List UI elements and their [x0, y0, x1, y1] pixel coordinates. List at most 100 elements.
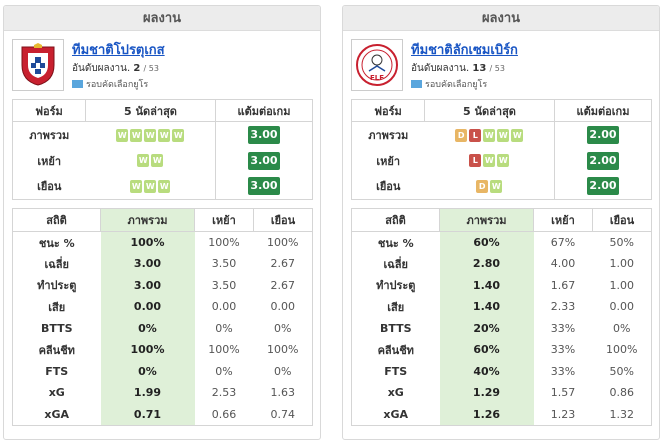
away-header: เยือน — [253, 208, 313, 232]
team-logo[interactable]: FLF — [351, 39, 403, 91]
form-row-label: เยือน — [37, 180, 62, 194]
ppg-header: แต้มต่อเกม — [554, 99, 652, 122]
stat-away: 0% — [613, 321, 631, 335]
rank-value: 2 — [133, 63, 141, 74]
stats-table: สถิติ ภาพรวม เหย้า เยือน ชนะ % 60% 67% 50% … — [351, 208, 652, 426]
stats-row: คลีนชีท 100% 100% 100% — [13, 339, 313, 361]
stat-away: 1.00 — [609, 278, 635, 292]
stat-home: 3.50 — [211, 278, 237, 292]
stat-away: 1.63 — [270, 386, 296, 400]
draw-badge[interactable]: D — [476, 180, 489, 193]
team-rank: อันดับผลงาน. 2 / 53 — [72, 61, 159, 76]
team-name-link[interactable]: ทีมชาติโปรตุเกส — [72, 43, 165, 58]
ppg-badge: 2.00 — [587, 151, 619, 170]
stat-overall: 1.99 — [100, 382, 195, 404]
overall-header: ภาพรวม — [100, 208, 195, 232]
stats-row: xGA 0.71 0.66 0.74 — [13, 403, 313, 425]
form-row-label: เยือน — [376, 180, 401, 194]
stat-label: xGA — [383, 407, 409, 421]
draw-badge[interactable]: D — [455, 128, 468, 142]
stats-row: ชนะ % 60% 67% 50% — [352, 231, 652, 253]
win-badge[interactable]: W — [490, 180, 503, 193]
loss-badge[interactable]: L — [469, 154, 482, 168]
stats-row: คลีนชีท 60% 33% 100% — [352, 339, 652, 361]
stat-label: เฉลี่ย — [44, 257, 69, 271]
home-header: เหย้า — [533, 208, 593, 232]
ppg-badge: 3.00 — [248, 177, 280, 196]
stats-row: xGA 1.26 1.23 1.32 — [352, 403, 652, 425]
stat-home: 2.53 — [211, 386, 237, 400]
win-badge[interactable]: W — [144, 128, 157, 142]
rank-total: / 53 — [489, 64, 505, 73]
team-name-link[interactable]: ทีมชาติลักเซมเบิร์ก — [411, 43, 518, 58]
form-row-label: ภาพรวม — [29, 128, 70, 142]
team-logo[interactable] — [12, 39, 64, 91]
stat-away: 2.67 — [270, 257, 296, 271]
form-row-label: ภาพรวม — [368, 128, 409, 142]
win-badge[interactable]: W — [483, 154, 496, 168]
stat-label: FTS — [45, 364, 69, 378]
stat-overall: 60% — [439, 339, 534, 361]
stats-table: สถิติ ภาพรวม เหย้า เยือน ชนะ % 100% 100% 10… — [12, 208, 313, 426]
competition: รอบคัดเลือกยูโร — [72, 77, 148, 91]
competition-label: รอบคัดเลือกยูโร — [86, 80, 149, 90]
stat-home: 0% — [215, 364, 233, 378]
ppg-header: แต้มต่อเกม — [215, 99, 313, 122]
away-header: เยือน — [592, 208, 652, 232]
stats-row: เสีย 1.40 2.33 0.00 — [352, 296, 652, 318]
win-badge[interactable]: W — [116, 128, 129, 142]
competition-flag-icon — [72, 80, 83, 88]
stat-home: 1.23 — [550, 407, 576, 421]
stat-label: FTS — [384, 364, 408, 378]
stats-row: เฉลี่ย 3.00 3.50 2.67 — [13, 253, 313, 275]
portugal-crest-icon — [21, 43, 55, 86]
ppg-badge: 2.00 — [587, 177, 619, 196]
stat-away: 50% — [609, 364, 634, 378]
stats-row: เสีย 0.00 0.00 0.00 — [13, 296, 313, 318]
form-row-label: เหย้า — [37, 154, 62, 168]
stat-label: BTTS — [40, 321, 73, 335]
logo-text: FLF — [370, 74, 384, 82]
stat-label: ชนะ % — [377, 236, 414, 250]
stat-overall: 100% — [100, 231, 195, 253]
win-badge[interactable]: W — [158, 180, 171, 193]
ppg-cell: 3.00 — [215, 173, 313, 200]
win-badge[interactable]: W — [497, 154, 510, 168]
stat-away: 0.74 — [270, 407, 296, 421]
stat-home: 3.50 — [211, 257, 237, 271]
win-badge[interactable]: W — [497, 128, 510, 142]
stat-away: 100% — [267, 236, 299, 249]
ppg-cell: 2.00 — [554, 121, 652, 148]
win-badge[interactable]: W — [130, 128, 143, 142]
stat-label: เสีย — [48, 300, 66, 314]
flf-crest-icon: FLF — [356, 44, 398, 86]
last5-header: 5 นัดล่าสุด — [85, 99, 216, 122]
competition-label: รอบคัดเลือกยูโร — [425, 80, 488, 90]
stat-overall: 60% — [439, 231, 534, 253]
win-badge[interactable]: W — [511, 128, 524, 142]
stats-row: BTTS 20% 33% 0% — [352, 317, 652, 339]
win-badge[interactable]: W — [151, 154, 164, 168]
ppg-cell: 3.00 — [215, 147, 313, 174]
win-badge[interactable]: W — [137, 154, 150, 168]
stat-away: 0.00 — [270, 300, 296, 314]
stats-row: xG 1.99 2.53 1.63 — [13, 382, 313, 404]
win-badge[interactable]: W — [172, 128, 185, 142]
stat-away: 50% — [609, 236, 634, 249]
loss-badge[interactable]: L — [469, 128, 482, 142]
stat-label: เสีย — [387, 300, 405, 314]
win-badge[interactable]: W — [158, 128, 171, 142]
win-badge[interactable]: W — [483, 128, 496, 142]
stat-overall: 3.00 — [100, 253, 195, 275]
stats-row: FTS 0% 0% 0% — [13, 360, 313, 382]
win-badge[interactable]: W — [144, 180, 157, 193]
win-badge[interactable]: W — [130, 180, 143, 193]
stats-row: เฉลี่ย 2.80 4.00 1.00 — [352, 253, 652, 275]
stat-label: xG — [48, 386, 65, 400]
